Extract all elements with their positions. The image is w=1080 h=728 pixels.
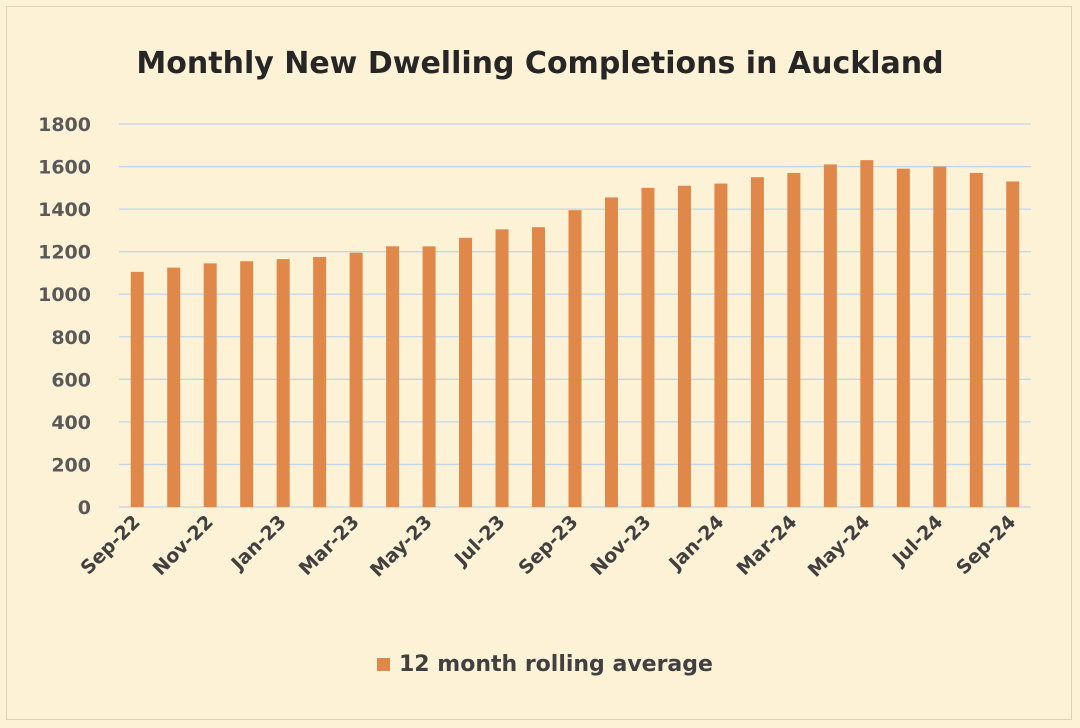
bar-jun-24 bbox=[896, 168, 910, 507]
y-tick-label: 1800 bbox=[38, 114, 91, 136]
x-tick-label: Sep-24 bbox=[952, 511, 1020, 579]
bar-oct-23 bbox=[604, 197, 618, 508]
x-tick-label: Jan-24 bbox=[664, 511, 729, 576]
y-axis-tick-labels: 0 200 400 600 800 1000 1200 1400 1600 1800 bbox=[38, 114, 91, 519]
bar-sep-23 bbox=[568, 210, 582, 508]
y-tick-label: 200 bbox=[51, 454, 91, 476]
bar-jul-24 bbox=[933, 166, 947, 508]
x-tick-label: Mar-24 bbox=[733, 511, 802, 580]
bar-mar-23 bbox=[349, 252, 363, 507]
bar-jan-24 bbox=[714, 183, 728, 508]
x-tick-label: Sep-23 bbox=[514, 511, 582, 579]
legend-label: 12 month rolling average bbox=[399, 652, 713, 677]
x-tick-label: May-24 bbox=[804, 511, 875, 582]
bar-sep-24 bbox=[1006, 181, 1020, 507]
bar-aug-24 bbox=[969, 172, 983, 507]
x-tick-label: Sep-22 bbox=[77, 511, 145, 579]
bar-feb-23 bbox=[313, 256, 327, 507]
y-tick-label: 1000 bbox=[38, 284, 91, 306]
bar-mar-24 bbox=[787, 172, 801, 507]
bar-nov-23 bbox=[641, 187, 655, 508]
bar-jul-23 bbox=[495, 229, 509, 507]
legend-swatch bbox=[377, 658, 390, 671]
legend: 12 month rolling average bbox=[377, 652, 713, 677]
y-tick-label: 0 bbox=[78, 497, 91, 519]
bar-may-24 bbox=[860, 160, 874, 507]
x-tick-label: Jan-23 bbox=[226, 511, 291, 576]
y-tick-label: 600 bbox=[51, 369, 91, 391]
y-tick-label: 800 bbox=[51, 327, 91, 349]
bar-aug-23 bbox=[532, 227, 546, 508]
bar-nov-22 bbox=[203, 263, 217, 507]
bars bbox=[130, 160, 1020, 508]
bar-jan-23 bbox=[276, 259, 290, 507]
x-tick-label: Jul-24 bbox=[887, 511, 947, 571]
chart-frame: Monthly New Dwelling Completions in Auck… bbox=[6, 6, 1072, 720]
bar-may-23 bbox=[422, 246, 436, 507]
bar-sep-22 bbox=[130, 271, 144, 507]
x-tick-label: Jul-23 bbox=[449, 511, 509, 571]
bar-apr-23 bbox=[386, 246, 400, 507]
y-tick-label: 1400 bbox=[38, 199, 91, 221]
bar-dec-23 bbox=[677, 185, 691, 507]
bar-feb-24 bbox=[750, 177, 764, 507]
bar-apr-24 bbox=[823, 164, 837, 507]
x-tick-label: Nov-23 bbox=[586, 511, 655, 580]
y-tick-label: 400 bbox=[51, 412, 91, 434]
x-tick-label: Mar-23 bbox=[295, 511, 364, 580]
x-axis-tick-labels: Sep-22 Nov-22 Jan-23 Mar-23 May-23 Jul-23 Sep-… bbox=[77, 511, 1021, 582]
y-tick-label: 1600 bbox=[38, 157, 91, 179]
x-tick-label: May-23 bbox=[366, 511, 437, 582]
bar-dec-22 bbox=[240, 261, 254, 507]
y-tick-label: 1200 bbox=[38, 242, 91, 264]
chart-svg: Monthly New Dwelling Completions in Auck… bbox=[38, 46, 1031, 677]
bar-jun-23 bbox=[459, 237, 473, 507]
x-tick-label: Nov-22 bbox=[149, 511, 218, 580]
chart-title: Monthly New Dwelling Completions in Auck… bbox=[136, 46, 943, 81]
bar-oct-22 bbox=[167, 267, 181, 507]
